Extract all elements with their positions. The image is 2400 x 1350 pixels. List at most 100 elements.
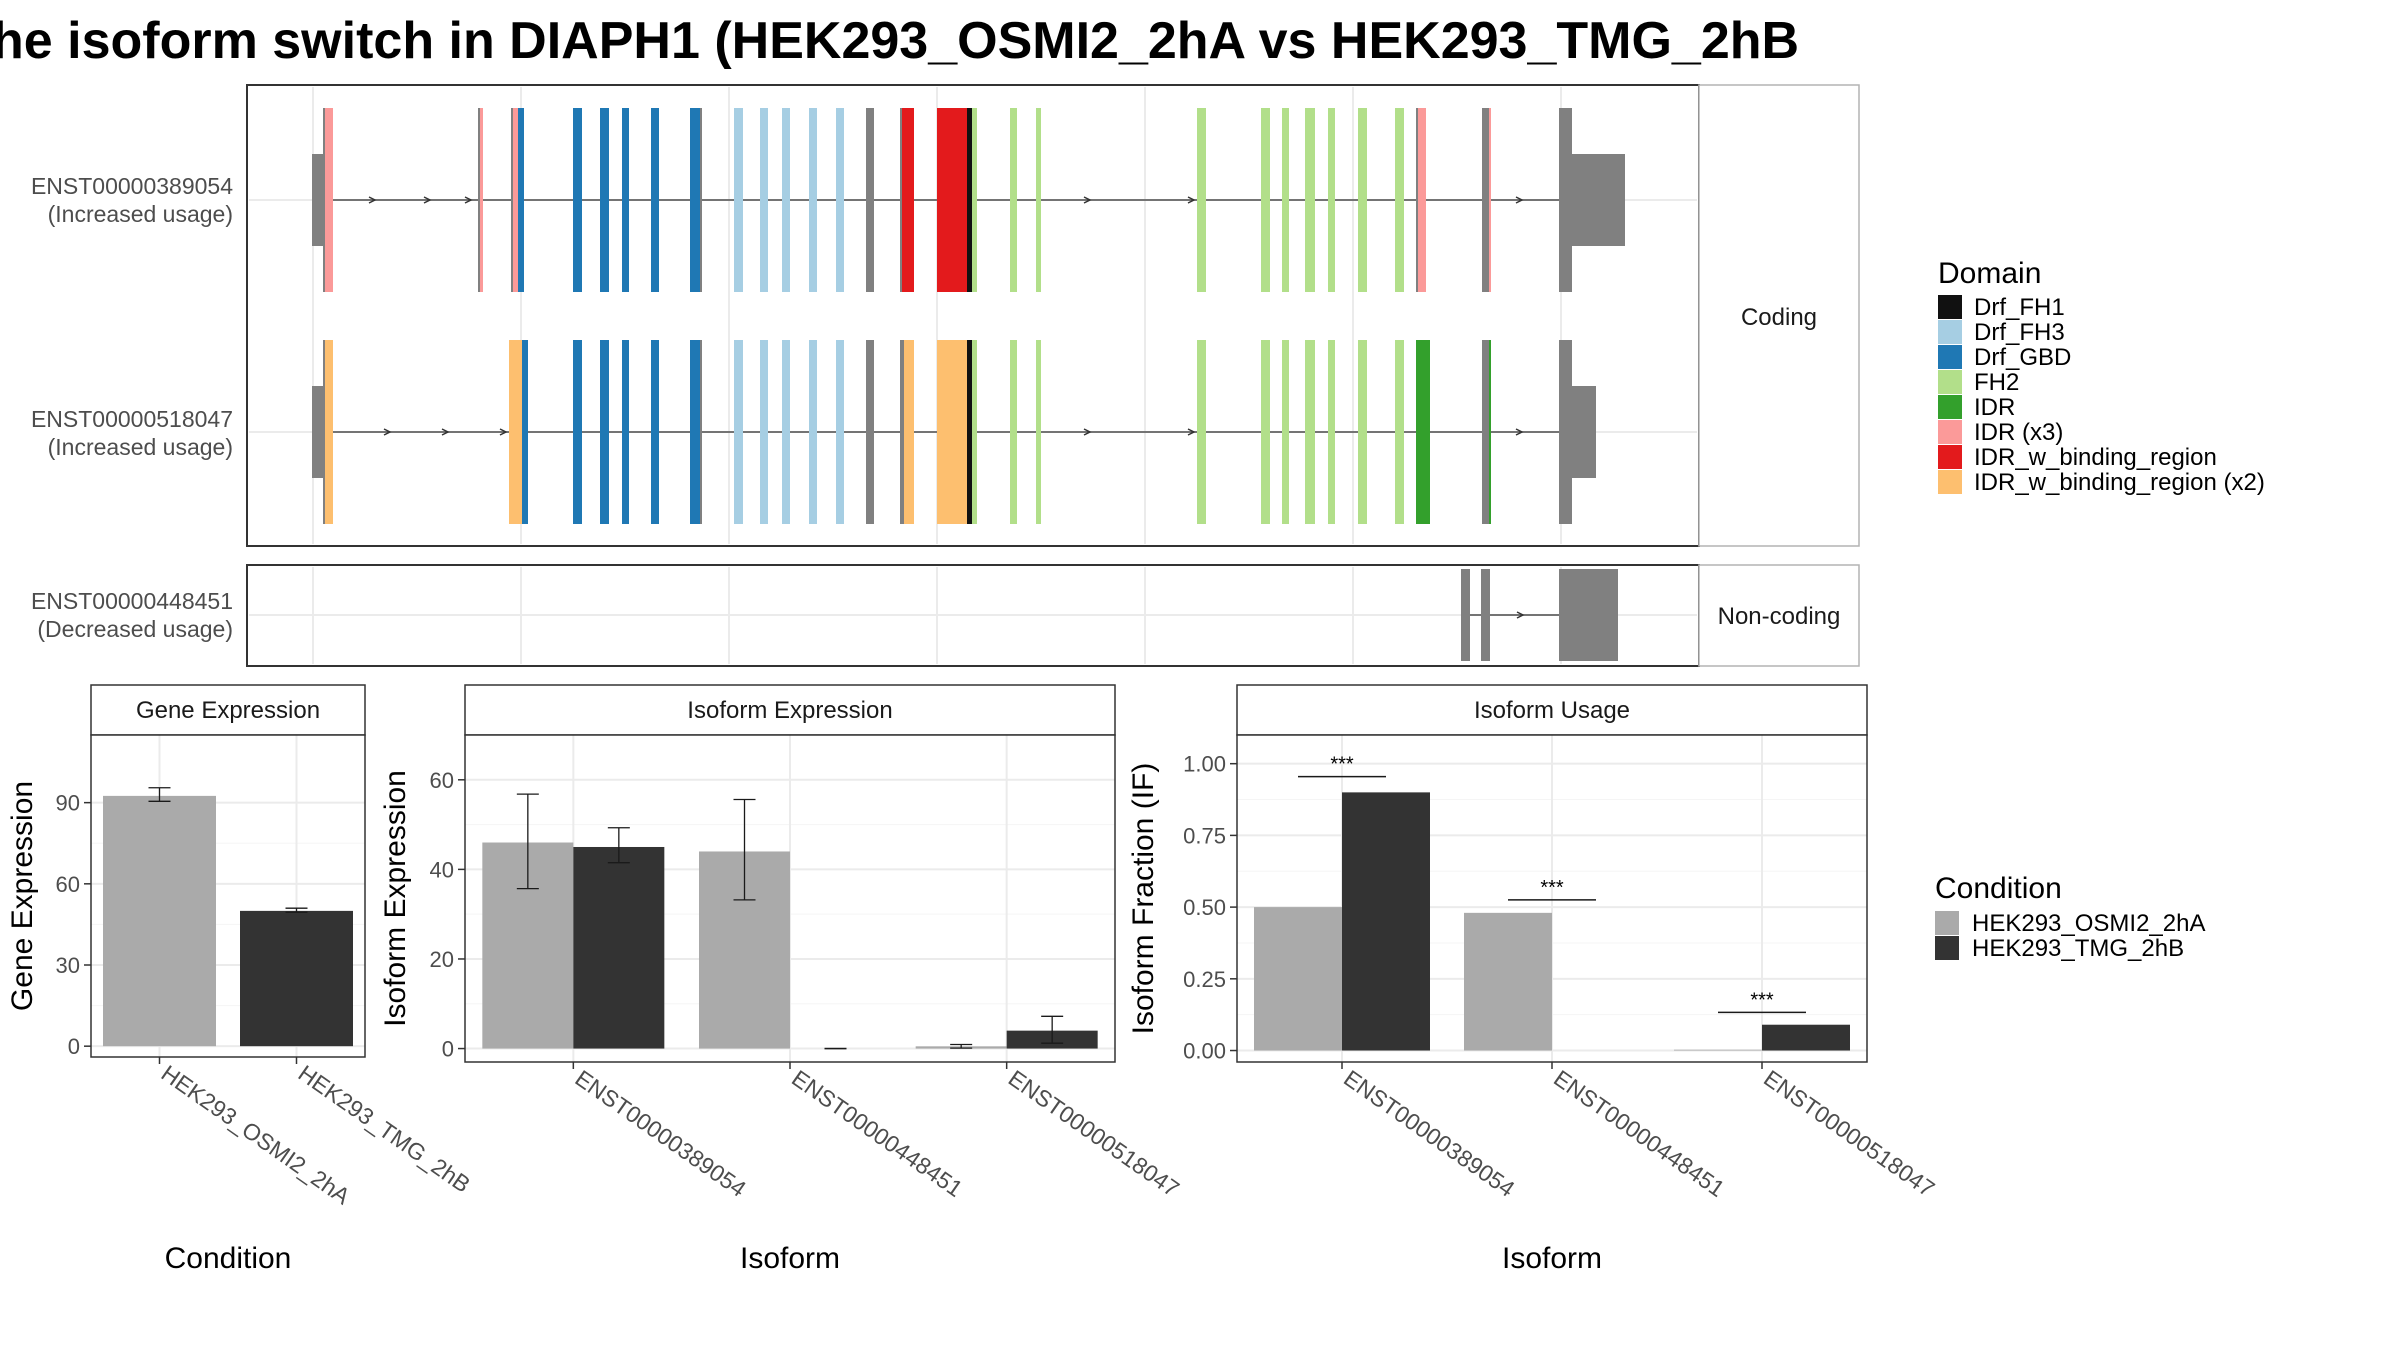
y-tick-label: 30 [56, 953, 80, 978]
exon-FH2 [1010, 340, 1017, 524]
exon-intron-exon-gray [866, 108, 874, 292]
y-tick-label: 0.25 [1183, 967, 1226, 992]
exon-Drf-GBD [622, 340, 629, 524]
direction-arrow [1187, 428, 1196, 436]
legend-domain-label: IDR_w_binding_region (x2) [1974, 469, 2265, 496]
exon-intron-exon-gray [1482, 340, 1491, 524]
exon-intron-exon-gray [323, 340, 325, 524]
legend-domain-label: Drf_GBD [1974, 344, 2071, 371]
panel-strip [464, 684, 1116, 736]
direction-arrow [1516, 611, 1525, 619]
exon-intron-exon-gray [866, 340, 874, 524]
bar [103, 795, 216, 1047]
exon-FH2 [1305, 108, 1315, 292]
exon-intron-exon-gray [1482, 108, 1489, 292]
x-tick-label: ENST00000518047 [1759, 1065, 1939, 1202]
x-axis-title: Isoform [740, 1242, 840, 1275]
exon-FH2 [972, 340, 977, 524]
exon-IDR-w-binding-region-x2- [323, 340, 333, 524]
exon-FH2 [1305, 340, 1315, 524]
direction-arrow [441, 428, 450, 436]
exon-intron-exon-gray [1559, 340, 1572, 524]
exon-Drf-FH3 [836, 340, 844, 524]
x-tick-label: ENST00000389054 [570, 1065, 751, 1202]
exon-IDR-x3- [1489, 108, 1491, 292]
exon-intron-exon-gray [1559, 569, 1618, 661]
exon-FH2 [1282, 108, 1289, 292]
legend-domain-key-IDR [1938, 395, 1962, 419]
exon-IDR-w-binding-region [900, 108, 914, 292]
exon-IDR-w-binding-region-x2- [904, 340, 914, 524]
y-tick-label: 0 [68, 1034, 80, 1059]
exon-FH2 [1328, 340, 1335, 524]
exon-intron-exon-gray [1461, 569, 1470, 661]
exon-IDR-x3- [512, 108, 518, 292]
legend-domain-label: Drf_FH3 [1974, 319, 2065, 346]
bar [1254, 907, 1342, 1051]
exon-Drf-FH3 [734, 108, 743, 292]
bar [1342, 792, 1430, 1051]
legend-condition-key [1935, 936, 1959, 960]
strip-label-noncoding: Non-coding [1718, 603, 1841, 630]
legend-domain-key-IDR-w-binding-region-x2- [1938, 470, 1962, 494]
y-tick-label: 60 [56, 872, 80, 897]
y-tick-label: 60 [430, 768, 454, 793]
exon-intron-exon-gray [700, 108, 702, 292]
legend-domain-label: IDR_w_binding_region [1974, 444, 2217, 471]
x-tick-label: ENST00000518047 [1004, 1065, 1184, 1202]
structure-panel-coding [246, 84, 1700, 547]
bar [573, 846, 665, 1049]
exon-Drf-FH3 [734, 340, 743, 524]
panel-border [90, 734, 366, 1058]
exon-Drf-GBD [622, 108, 629, 292]
x-axis-title: Isoform [1502, 1242, 1602, 1275]
exon-IDR-x3- [323, 108, 333, 292]
exon-intron-exon-gray [478, 108, 480, 292]
exon-Drf-GBD [573, 108, 582, 292]
exon-FH2 [1395, 108, 1404, 292]
x-axis-title: Condition [165, 1242, 292, 1275]
exon-Drf-FH3 [836, 108, 844, 292]
exon-IDR-x3- [478, 108, 483, 292]
exon-intron-exon-gray [1572, 154, 1625, 246]
direction-arrow [1515, 428, 1524, 436]
legend-condition-key [1935, 911, 1959, 935]
exon-Drf-GBD [690, 340, 700, 524]
exon-Drf-GBD [690, 108, 700, 292]
transcript-labels: ENST00000389054 (Increased usage) ENST00… [31, 173, 233, 642]
exon-intron-exon-gray [323, 108, 325, 292]
transcript-note-2: (Increased usage) [48, 434, 233, 460]
exon-Drf-FH3 [760, 108, 768, 292]
exon-FH2 [1197, 108, 1206, 292]
legend-domain-label: IDR [1974, 394, 2015, 421]
y-tick-label: 0.75 [1183, 823, 1226, 848]
exon-Drf-GBD [651, 340, 659, 524]
exon-intron-exon-gray [1559, 108, 1572, 292]
y-tick-label: 0 [442, 1037, 454, 1062]
bar [1464, 912, 1552, 1051]
exon-FH2 [1036, 340, 1041, 524]
x-tick-label: ENST00000448451 [787, 1065, 967, 1202]
exon-Drf-FH1 [967, 340, 972, 524]
structure-panel-noncoding [246, 564, 1700, 667]
exon-Drf-FH3 [782, 108, 790, 292]
exon-IDR-w-binding-region-x2- [509, 340, 522, 524]
exon-intron-exon-gray [1416, 108, 1418, 292]
exon-Drf-GBD [600, 340, 609, 524]
legend-domain-label: Drf_FH1 [1974, 294, 2065, 321]
direction-arrow [1083, 428, 1092, 436]
y-tick-label: 0.50 [1183, 895, 1226, 920]
exon-Drf-FH3 [809, 340, 817, 524]
exon-intron-exon-gray [900, 108, 902, 292]
x-tick-label: ENST00000448451 [1549, 1065, 1729, 1202]
x-tick-label: ENST00000389054 [1339, 1065, 1520, 1202]
transcript-track-ENST00000518047 [312, 340, 1596, 524]
exon-FH2 [1261, 340, 1270, 524]
y-tick-label: 0.00 [1183, 1039, 1226, 1064]
exon-intron-exon-gray [511, 108, 513, 292]
exon-IDR-w-binding-region [937, 108, 967, 292]
exon-intron-exon-gray [312, 154, 323, 246]
